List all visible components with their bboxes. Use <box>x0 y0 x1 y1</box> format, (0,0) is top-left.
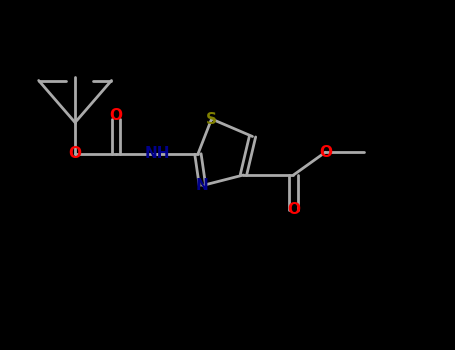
Text: N: N <box>196 178 209 193</box>
Text: S: S <box>206 112 217 126</box>
Text: O: O <box>69 147 81 161</box>
Text: O: O <box>287 203 300 217</box>
Text: NH: NH <box>144 147 170 161</box>
Text: O: O <box>319 145 332 160</box>
Text: O: O <box>110 108 122 123</box>
